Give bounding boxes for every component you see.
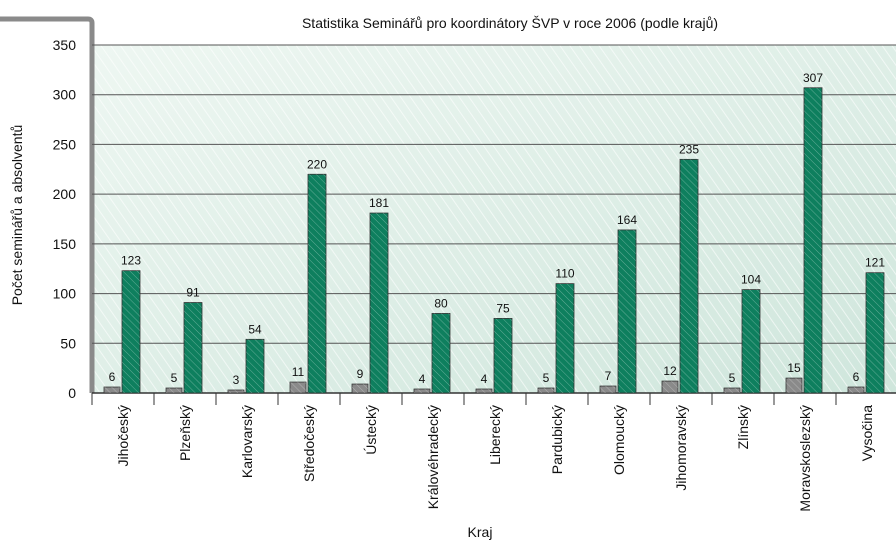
y-tick-label: 300 xyxy=(53,87,77,103)
bar-hatch xyxy=(866,272,884,393)
bar-hatch xyxy=(104,387,120,393)
bar-hatch xyxy=(556,283,574,393)
value-label: 80 xyxy=(434,296,448,310)
x-tick-label: Karlovarský xyxy=(239,405,255,478)
y-tick-label: 200 xyxy=(53,186,77,202)
bar-hatch xyxy=(742,289,760,393)
y-tick-label: 150 xyxy=(53,236,77,252)
value-label: 164 xyxy=(617,213,637,227)
value-label: 5 xyxy=(729,371,736,385)
bar-hatch xyxy=(618,229,636,393)
x-tick-label: Středočeský xyxy=(301,405,317,482)
bar-hatch xyxy=(476,389,492,393)
value-label: 5 xyxy=(171,371,178,385)
bar-hatch xyxy=(166,388,182,393)
y-tick-label: 50 xyxy=(60,335,76,351)
chart-title: Statistika Seminářů pro koordinátory ŠVP… xyxy=(302,15,718,31)
value-label: 12 xyxy=(663,364,677,378)
bar-hatch xyxy=(600,386,616,393)
x-tick-label: Liberecký xyxy=(487,405,503,465)
bar-hatch xyxy=(370,213,388,393)
value-label: 4 xyxy=(481,372,488,386)
value-label: 9 xyxy=(357,367,364,381)
bar-hatch xyxy=(352,384,368,393)
value-label: 104 xyxy=(741,273,761,287)
y-tick-label: 0 xyxy=(68,385,76,401)
value-label: 5 xyxy=(543,371,550,385)
value-label: 123 xyxy=(121,254,141,268)
y-tick-label: 350 xyxy=(53,37,77,53)
x-tick-label: Královéhradecký xyxy=(425,405,441,509)
x-tick-label: Zlínský xyxy=(735,405,751,449)
x-tick-label: Vysočina xyxy=(859,405,875,462)
value-label: 91 xyxy=(186,286,200,300)
bar-hatch xyxy=(432,313,450,393)
x-tick-label: Ústecký xyxy=(363,405,379,455)
x-tick-label: Jihočeský xyxy=(115,405,131,466)
x-tick-label: Moravskoslezský xyxy=(797,405,813,512)
y-axis-title: Počet seminářů a absolventů xyxy=(9,125,25,306)
bar-hatch xyxy=(246,339,264,393)
bar-hatch xyxy=(290,382,306,393)
bar-hatch xyxy=(680,159,698,393)
x-tick-label: Plzeňský xyxy=(177,405,193,461)
x-tick-label: Pardubický xyxy=(549,405,565,474)
bar-hatch xyxy=(308,174,326,393)
bar-hatch xyxy=(228,390,244,393)
value-label: 75 xyxy=(496,301,510,315)
bar-hatch xyxy=(538,388,554,393)
value-label: 7 xyxy=(605,369,612,383)
value-label: 235 xyxy=(679,142,699,156)
y-tick-label: 100 xyxy=(53,286,77,302)
value-label: 54 xyxy=(248,322,262,336)
bar-hatch xyxy=(414,389,430,393)
x-tick-label: Olomoucký xyxy=(611,405,627,475)
value-label: 3 xyxy=(233,373,240,387)
bar-hatch xyxy=(848,387,864,393)
bar-hatch xyxy=(122,270,140,393)
value-label: 6 xyxy=(109,370,116,384)
value-label: 4 xyxy=(419,372,426,386)
value-label: 110 xyxy=(555,267,574,281)
bar-hatch xyxy=(184,302,202,393)
x-axis-title: Kraj xyxy=(468,524,493,540)
y-tick-label: 250 xyxy=(53,136,77,152)
value-label: 11 xyxy=(292,365,305,379)
value-label: 307 xyxy=(803,71,823,85)
bar-hatch xyxy=(494,318,512,393)
value-label: 181 xyxy=(369,196,389,210)
x-tick-label: Jihomoravský xyxy=(673,405,689,491)
bar-hatch xyxy=(804,87,822,394)
value-label: 6 xyxy=(853,370,860,384)
value-label: 220 xyxy=(307,157,327,171)
bar-hatch xyxy=(662,381,678,393)
value-label: 15 xyxy=(787,361,801,375)
bar-hatch xyxy=(786,378,802,393)
value-label: 121 xyxy=(865,256,885,270)
frame xyxy=(0,16,95,393)
bar-hatch xyxy=(724,388,740,393)
